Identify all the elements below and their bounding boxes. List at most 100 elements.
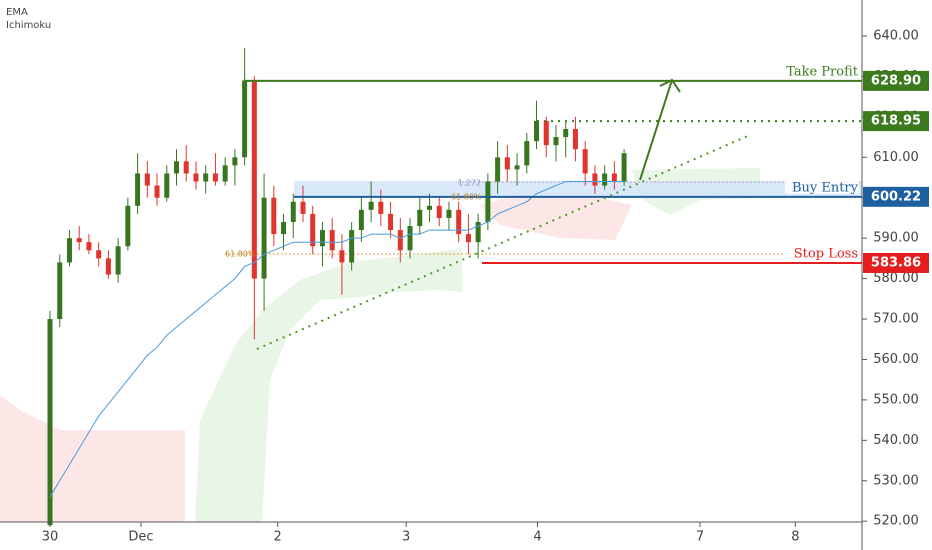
candle-body	[164, 173, 170, 198]
cloud-red	[0, 395, 185, 522]
level-name-bg	[785, 64, 859, 78]
candle-body	[592, 173, 598, 186]
level-name: Take Profit	[786, 64, 859, 79]
candle-body	[183, 161, 189, 174]
level-name-bg	[785, 180, 859, 194]
level-tag	[863, 70, 929, 91]
y-tick-label: 640.00	[873, 28, 919, 43]
candle-body	[174, 161, 180, 174]
candle-body	[358, 209, 364, 231]
candle-body	[329, 230, 335, 251]
level-tag	[863, 252, 929, 273]
candle-body	[281, 221, 287, 235]
candle-body	[66, 238, 72, 263]
candle-body	[504, 157, 510, 170]
candle-body	[426, 205, 432, 210]
candle-body	[154, 185, 160, 198]
candle-body	[465, 234, 471, 243]
candle-body	[251, 80, 257, 279]
candle-body	[47, 319, 53, 526]
level-tag	[863, 111, 929, 132]
candle-body	[388, 213, 394, 231]
fib-label: 61.80%	[451, 193, 482, 202]
candle-body	[436, 205, 442, 218]
candle-body	[212, 173, 218, 182]
candle-body	[125, 205, 131, 247]
y-tick-label: 610.00	[873, 150, 919, 165]
x-tick-label: Dec	[128, 530, 153, 545]
candle-body	[105, 258, 111, 275]
candle-body	[57, 262, 63, 320]
y-tick-label: 580.00	[873, 271, 919, 286]
candle-body	[563, 128, 569, 138]
candle-body	[572, 128, 578, 150]
candle-body	[76, 238, 82, 243]
ema-line	[49, 181, 625, 498]
candle-body	[203, 173, 209, 182]
buy-zone	[294, 181, 862, 197]
candle-body	[232, 157, 238, 166]
candle-body	[300, 201, 306, 214]
candle-body	[261, 197, 267, 279]
candle-body	[524, 141, 530, 166]
level-value: 600.22	[871, 189, 921, 204]
candle-body	[135, 173, 141, 206]
candle-body	[222, 165, 228, 182]
candle-body	[349, 230, 355, 263]
candle-body	[368, 201, 374, 210]
candle-body	[115, 246, 121, 275]
candle-body	[485, 181, 491, 222]
x-tick-label: 3	[402, 530, 410, 545]
y-tick-label: 520.00	[873, 514, 919, 529]
candle-body	[456, 209, 462, 235]
indicator-label: EMA	[6, 7, 28, 18]
candle-body	[621, 153, 627, 182]
fib-label: 61.80%	[225, 250, 256, 259]
candle-body	[339, 250, 345, 263]
x-tick-label: 4	[533, 530, 541, 545]
level-value: 583.86	[871, 255, 921, 270]
x-tick-label: 8	[791, 530, 799, 545]
candle-body	[378, 201, 384, 214]
candle-body	[407, 226, 413, 251]
indicator-label: Ichimoku	[6, 20, 51, 31]
level-name: Stop Loss	[794, 246, 858, 261]
x-tick-label: 2	[274, 530, 282, 545]
candle-body	[290, 201, 296, 222]
candle-body	[242, 80, 248, 158]
y-tick-label: 530.00	[873, 473, 919, 488]
candle-body	[271, 197, 277, 235]
candle-body	[144, 173, 150, 186]
level-tag	[863, 186, 929, 207]
candle-body	[319, 230, 325, 247]
candle-body	[611, 173, 617, 182]
candle-body	[193, 173, 199, 182]
candle-body	[417, 209, 423, 227]
ichimoku-cloud	[0, 168, 862, 522]
candle-body	[602, 173, 608, 186]
annotations	[0, 0, 863, 550]
arrow	[639, 78, 681, 181]
candle-body	[475, 221, 481, 243]
candle-body	[582, 149, 588, 174]
cloud-green	[195, 248, 462, 522]
y-tick-label: 560.00	[873, 352, 919, 367]
y-tick-label: 550.00	[873, 392, 919, 407]
level-name: Buy Entry	[792, 180, 859, 195]
y-tick-label: 540.00	[873, 433, 919, 448]
cloud-red	[480, 195, 632, 240]
candle-body	[397, 230, 403, 251]
y-tick-label: 570.00	[873, 312, 919, 327]
candle-body	[310, 213, 316, 247]
candle-body	[514, 165, 520, 170]
candle-body	[534, 120, 540, 142]
candle-body	[495, 157, 501, 182]
y-tick-label: 590.00	[873, 231, 919, 246]
level-value: 628.90	[871, 73, 921, 88]
candle-body	[553, 137, 559, 146]
x-tick-label: 7	[696, 530, 704, 545]
candle-body	[86, 242, 92, 251]
candle-body	[446, 209, 452, 218]
candle-body	[96, 250, 102, 259]
